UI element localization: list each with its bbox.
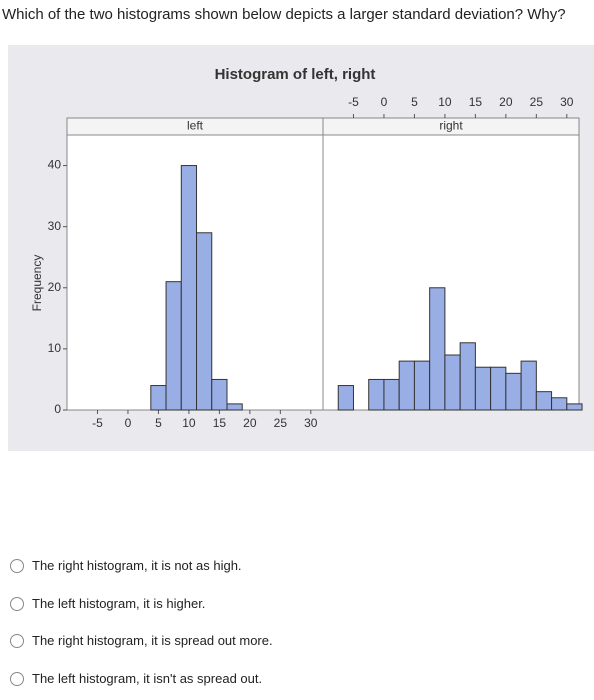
- answer-option[interactable]: The right histogram, it is not as high.: [10, 558, 242, 573]
- y-tick-label: 10: [48, 341, 62, 355]
- x-tick-label: 10: [182, 416, 196, 430]
- bar: [474, 366, 492, 411]
- option-text: The left histogram, it is higher.: [32, 596, 206, 611]
- x-tick-label: 30: [304, 416, 318, 430]
- bar: [180, 165, 198, 411]
- chart: Histogram of left, right Frequency left -…: [8, 45, 594, 451]
- bar: [398, 360, 415, 411]
- option-text: The left histogram, it isn't as spread o…: [32, 671, 263, 686]
- y-tick-label: 0: [54, 402, 61, 416]
- x-tick-label: 25: [530, 95, 544, 109]
- option-text: The right histogram, it is spread out mo…: [32, 633, 273, 648]
- x-tick-label: 30: [560, 95, 574, 109]
- x-tick-label: 20: [499, 95, 513, 109]
- x-tick-label: 5: [411, 95, 418, 109]
- x-tick-label: 0: [125, 416, 132, 430]
- bar: [196, 232, 213, 411]
- x-tick-label: 20: [243, 416, 257, 430]
- strip-label: right: [439, 119, 463, 133]
- bar: [505, 372, 522, 411]
- bar: [413, 360, 431, 411]
- bar: [566, 403, 583, 411]
- radio-button[interactable]: [10, 558, 24, 573]
- bar: [520, 360, 537, 411]
- answer-option[interactable]: The left histogram, it isn't as spread o…: [10, 671, 262, 686]
- answer-option[interactable]: The right histogram, it is spread out mo…: [10, 633, 273, 648]
- radio-button[interactable]: [10, 671, 24, 686]
- bar: [150, 385, 167, 411]
- bar: [383, 378, 400, 411]
- y-axis-label: Frequency: [30, 255, 44, 312]
- bar: [490, 366, 507, 411]
- option-text: The right histogram, it is not as high.: [32, 558, 242, 573]
- x-tick-label: -5: [348, 95, 359, 109]
- bar: [444, 354, 461, 411]
- radio-button[interactable]: [10, 596, 24, 611]
- bar: [337, 385, 354, 411]
- radio-button[interactable]: [10, 633, 24, 648]
- bar: [226, 403, 243, 411]
- chart-title: Histogram of left, right: [215, 66, 376, 83]
- bar: [429, 287, 446, 411]
- bar: [459, 342, 476, 411]
- x-tick-label: 15: [469, 95, 483, 109]
- strip: [322, 117, 580, 136]
- y-tick-label: 40: [48, 158, 62, 172]
- bar: [368, 378, 385, 411]
- x-tick-label: 25: [274, 416, 288, 430]
- question: Which of the two histograms shown below …: [2, 6, 566, 23]
- y-tick-label: 30: [48, 219, 62, 233]
- bar: [165, 281, 182, 411]
- x-tick-label: 0: [381, 95, 388, 109]
- bar: [211, 378, 228, 411]
- bar: [551, 397, 568, 411]
- bar: [535, 391, 553, 411]
- x-tick-label: -5: [92, 416, 103, 430]
- x-tick-label: 5: [155, 416, 162, 430]
- y-tick-label: 20: [48, 280, 62, 294]
- x-tick-label: 10: [438, 95, 452, 109]
- strip-label: left: [187, 119, 204, 133]
- x-tick-label: 15: [213, 416, 227, 430]
- answer-option[interactable]: The left histogram, it is higher.: [10, 596, 205, 611]
